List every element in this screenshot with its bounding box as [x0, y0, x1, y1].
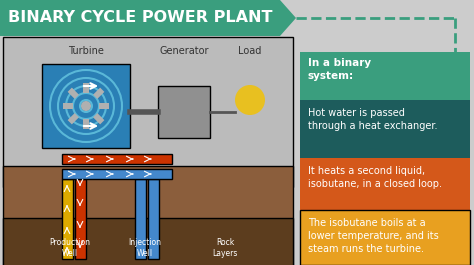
Text: Generator: Generator — [159, 46, 209, 56]
FancyBboxPatch shape — [158, 86, 210, 138]
FancyBboxPatch shape — [135, 179, 146, 259]
Polygon shape — [68, 113, 79, 124]
Polygon shape — [83, 119, 89, 129]
FancyBboxPatch shape — [75, 179, 86, 259]
Polygon shape — [300, 52, 470, 114]
FancyBboxPatch shape — [148, 179, 159, 259]
Polygon shape — [300, 158, 470, 224]
Text: In a binary
system:: In a binary system: — [308, 58, 371, 81]
Polygon shape — [0, 0, 296, 36]
Polygon shape — [83, 83, 89, 93]
Polygon shape — [63, 103, 73, 109]
Text: BINARY CYCLE POWER PLANT: BINARY CYCLE POWER PLANT — [8, 11, 273, 25]
FancyBboxPatch shape — [300, 210, 470, 265]
FancyBboxPatch shape — [62, 179, 73, 259]
Text: Turbine: Turbine — [68, 46, 104, 56]
Text: Hot water is passed
through a heat exchanger.: Hot water is passed through a heat excha… — [308, 108, 438, 131]
Polygon shape — [300, 100, 470, 172]
Text: The isobutane boils at a
lower temperature, and its
steam runs the turbine.: The isobutane boils at a lower temperatu… — [308, 218, 439, 254]
Polygon shape — [99, 103, 109, 109]
FancyBboxPatch shape — [3, 166, 293, 265]
FancyBboxPatch shape — [42, 64, 130, 148]
Text: Production
Well: Production Well — [49, 238, 91, 258]
Circle shape — [81, 101, 91, 111]
Text: Injection
Well: Injection Well — [128, 238, 162, 258]
Text: Load: Load — [238, 46, 262, 56]
Polygon shape — [68, 88, 79, 99]
Text: It heats a second liquid,
isobutane, in a closed loop.: It heats a second liquid, isobutane, in … — [308, 166, 442, 189]
Polygon shape — [93, 113, 104, 124]
Circle shape — [235, 85, 265, 115]
FancyBboxPatch shape — [3, 218, 293, 265]
FancyBboxPatch shape — [62, 169, 172, 179]
Polygon shape — [93, 88, 104, 99]
FancyBboxPatch shape — [62, 154, 172, 164]
Text: Rock
Layers: Rock Layers — [212, 238, 237, 258]
FancyBboxPatch shape — [3, 37, 293, 187]
